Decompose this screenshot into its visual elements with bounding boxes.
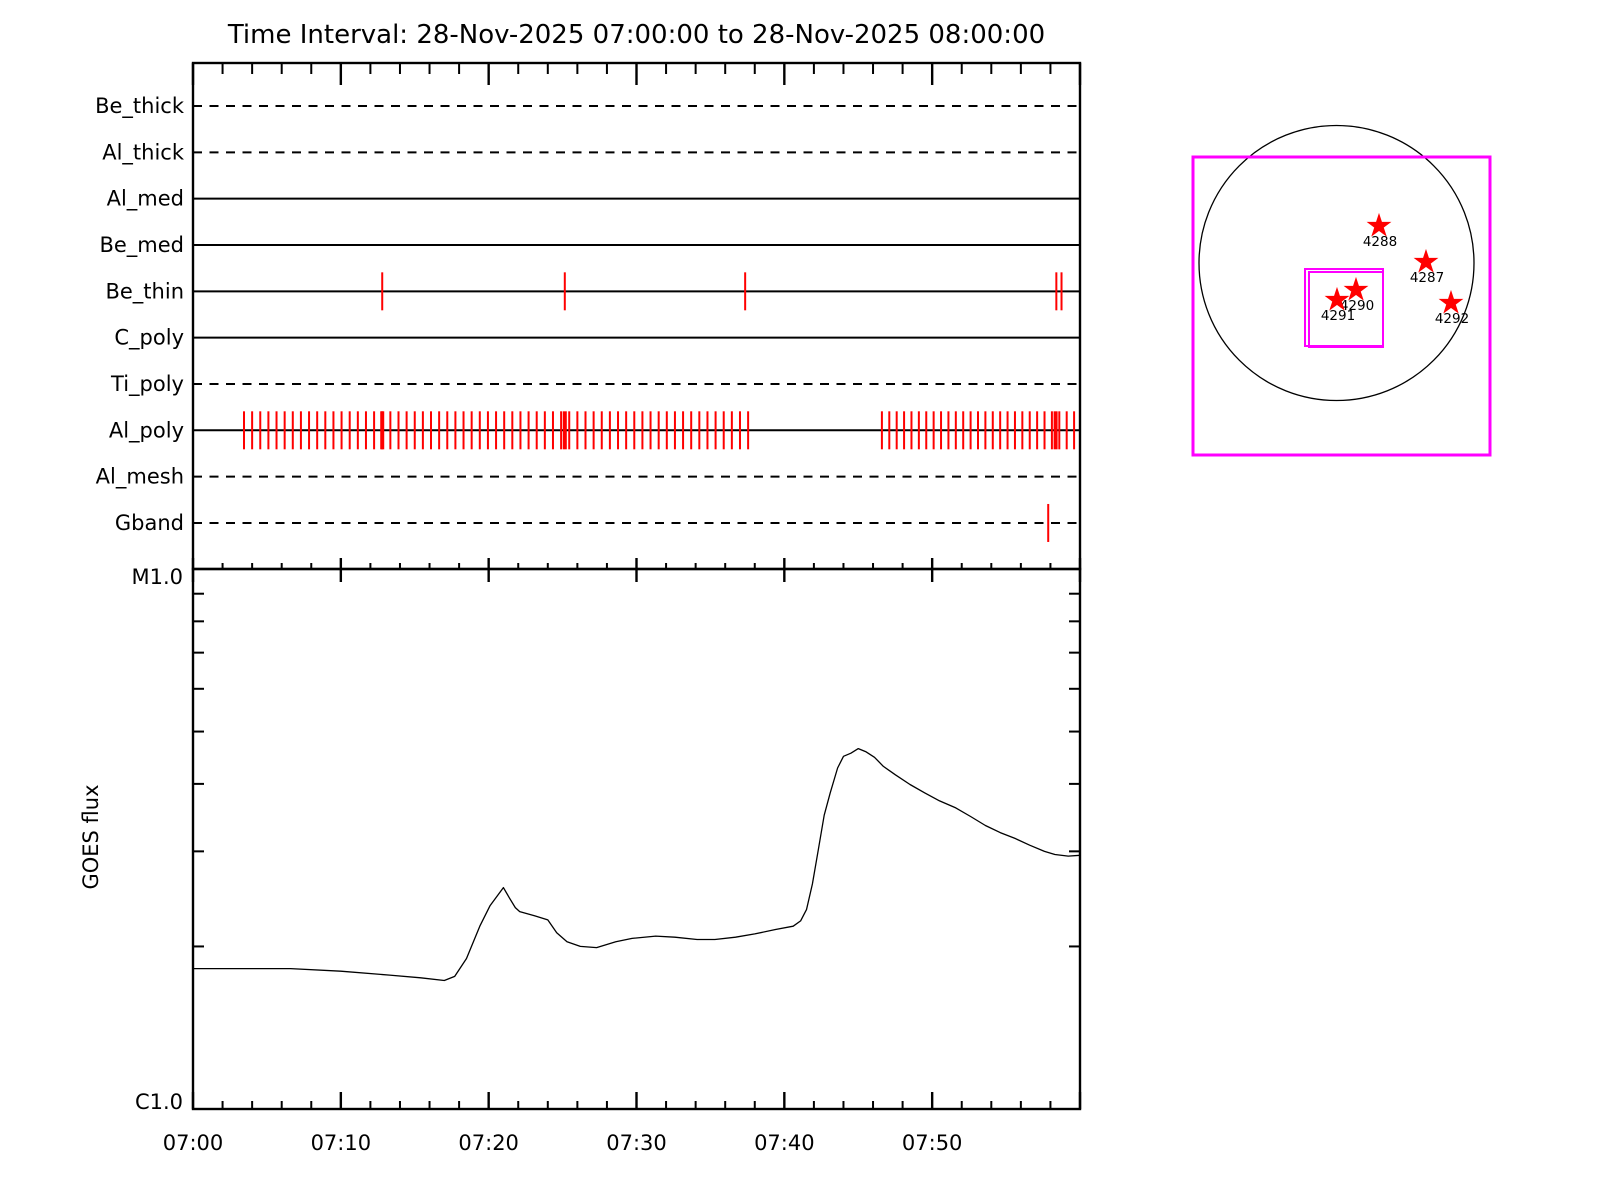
active-region-star-4291 [1324, 286, 1350, 311]
active-region-star-4292 [1438, 289, 1464, 314]
time-axis-label-07:40: 07:40 [754, 1131, 815, 1155]
filter-row-label-Al_thick: Al_thick [102, 140, 185, 165]
sun-disk [1198, 124, 1475, 402]
time-axis-label-07:50: 07:50 [902, 1131, 963, 1155]
time-axis-label-07:10: 07:10 [311, 1131, 372, 1155]
active-region-star-4287 [1413, 248, 1439, 273]
active-region-star-4290 [1343, 276, 1369, 301]
goes-panel-frame [191, 567, 1082, 1111]
chart-title: Time Interval: 28-Nov-2025 07:00:00 to 2… [227, 20, 1046, 50]
time-axis-label-07:20: 07:20 [458, 1131, 519, 1155]
time-axis-label-07:00: 07:00 [163, 1131, 224, 1155]
active-region-star-4288 [1366, 212, 1392, 237]
filter-row-label-Be_thick: Be_thick [95, 94, 185, 119]
active-region-label-4287: 4287 [1410, 270, 1444, 286]
filter-row-label-Be_thin: Be_thin [105, 279, 184, 304]
goes-flux-curve [192, 747, 1081, 982]
filter-row-label-Al_poly: Al_poly [109, 418, 184, 443]
active-region-label-4291: 4291 [1321, 308, 1355, 324]
filter-row-label-Al_mesh: Al_mesh [96, 465, 184, 490]
filter-row-label-Gband: Gband [115, 511, 184, 535]
filter-row-label-C_poly: C_poly [114, 326, 184, 351]
goes-axis-title: GOES flux [79, 784, 103, 889]
fov-inner-box-1 [1308, 271, 1384, 348]
goes-ytick-label-bottom: C1.0 [135, 1090, 183, 1114]
time-axis-label-07:30: 07:30 [606, 1131, 667, 1155]
active-region-label-4292: 4292 [1435, 311, 1469, 327]
fov-outer-box [1191, 155, 1492, 457]
filter-row-label-Ti_poly: Ti_poly [110, 372, 184, 397]
filter-row-label-Al_med: Al_med [107, 187, 184, 212]
filter-panel-frame [191, 61, 1082, 571]
active-region-label-4288: 4288 [1363, 234, 1397, 250]
filter-row-label-Be_med: Be_med [99, 233, 184, 258]
active-region-label-4290: 4290 [1340, 298, 1374, 314]
goes-ytick-label-top: M1.0 [131, 565, 183, 589]
